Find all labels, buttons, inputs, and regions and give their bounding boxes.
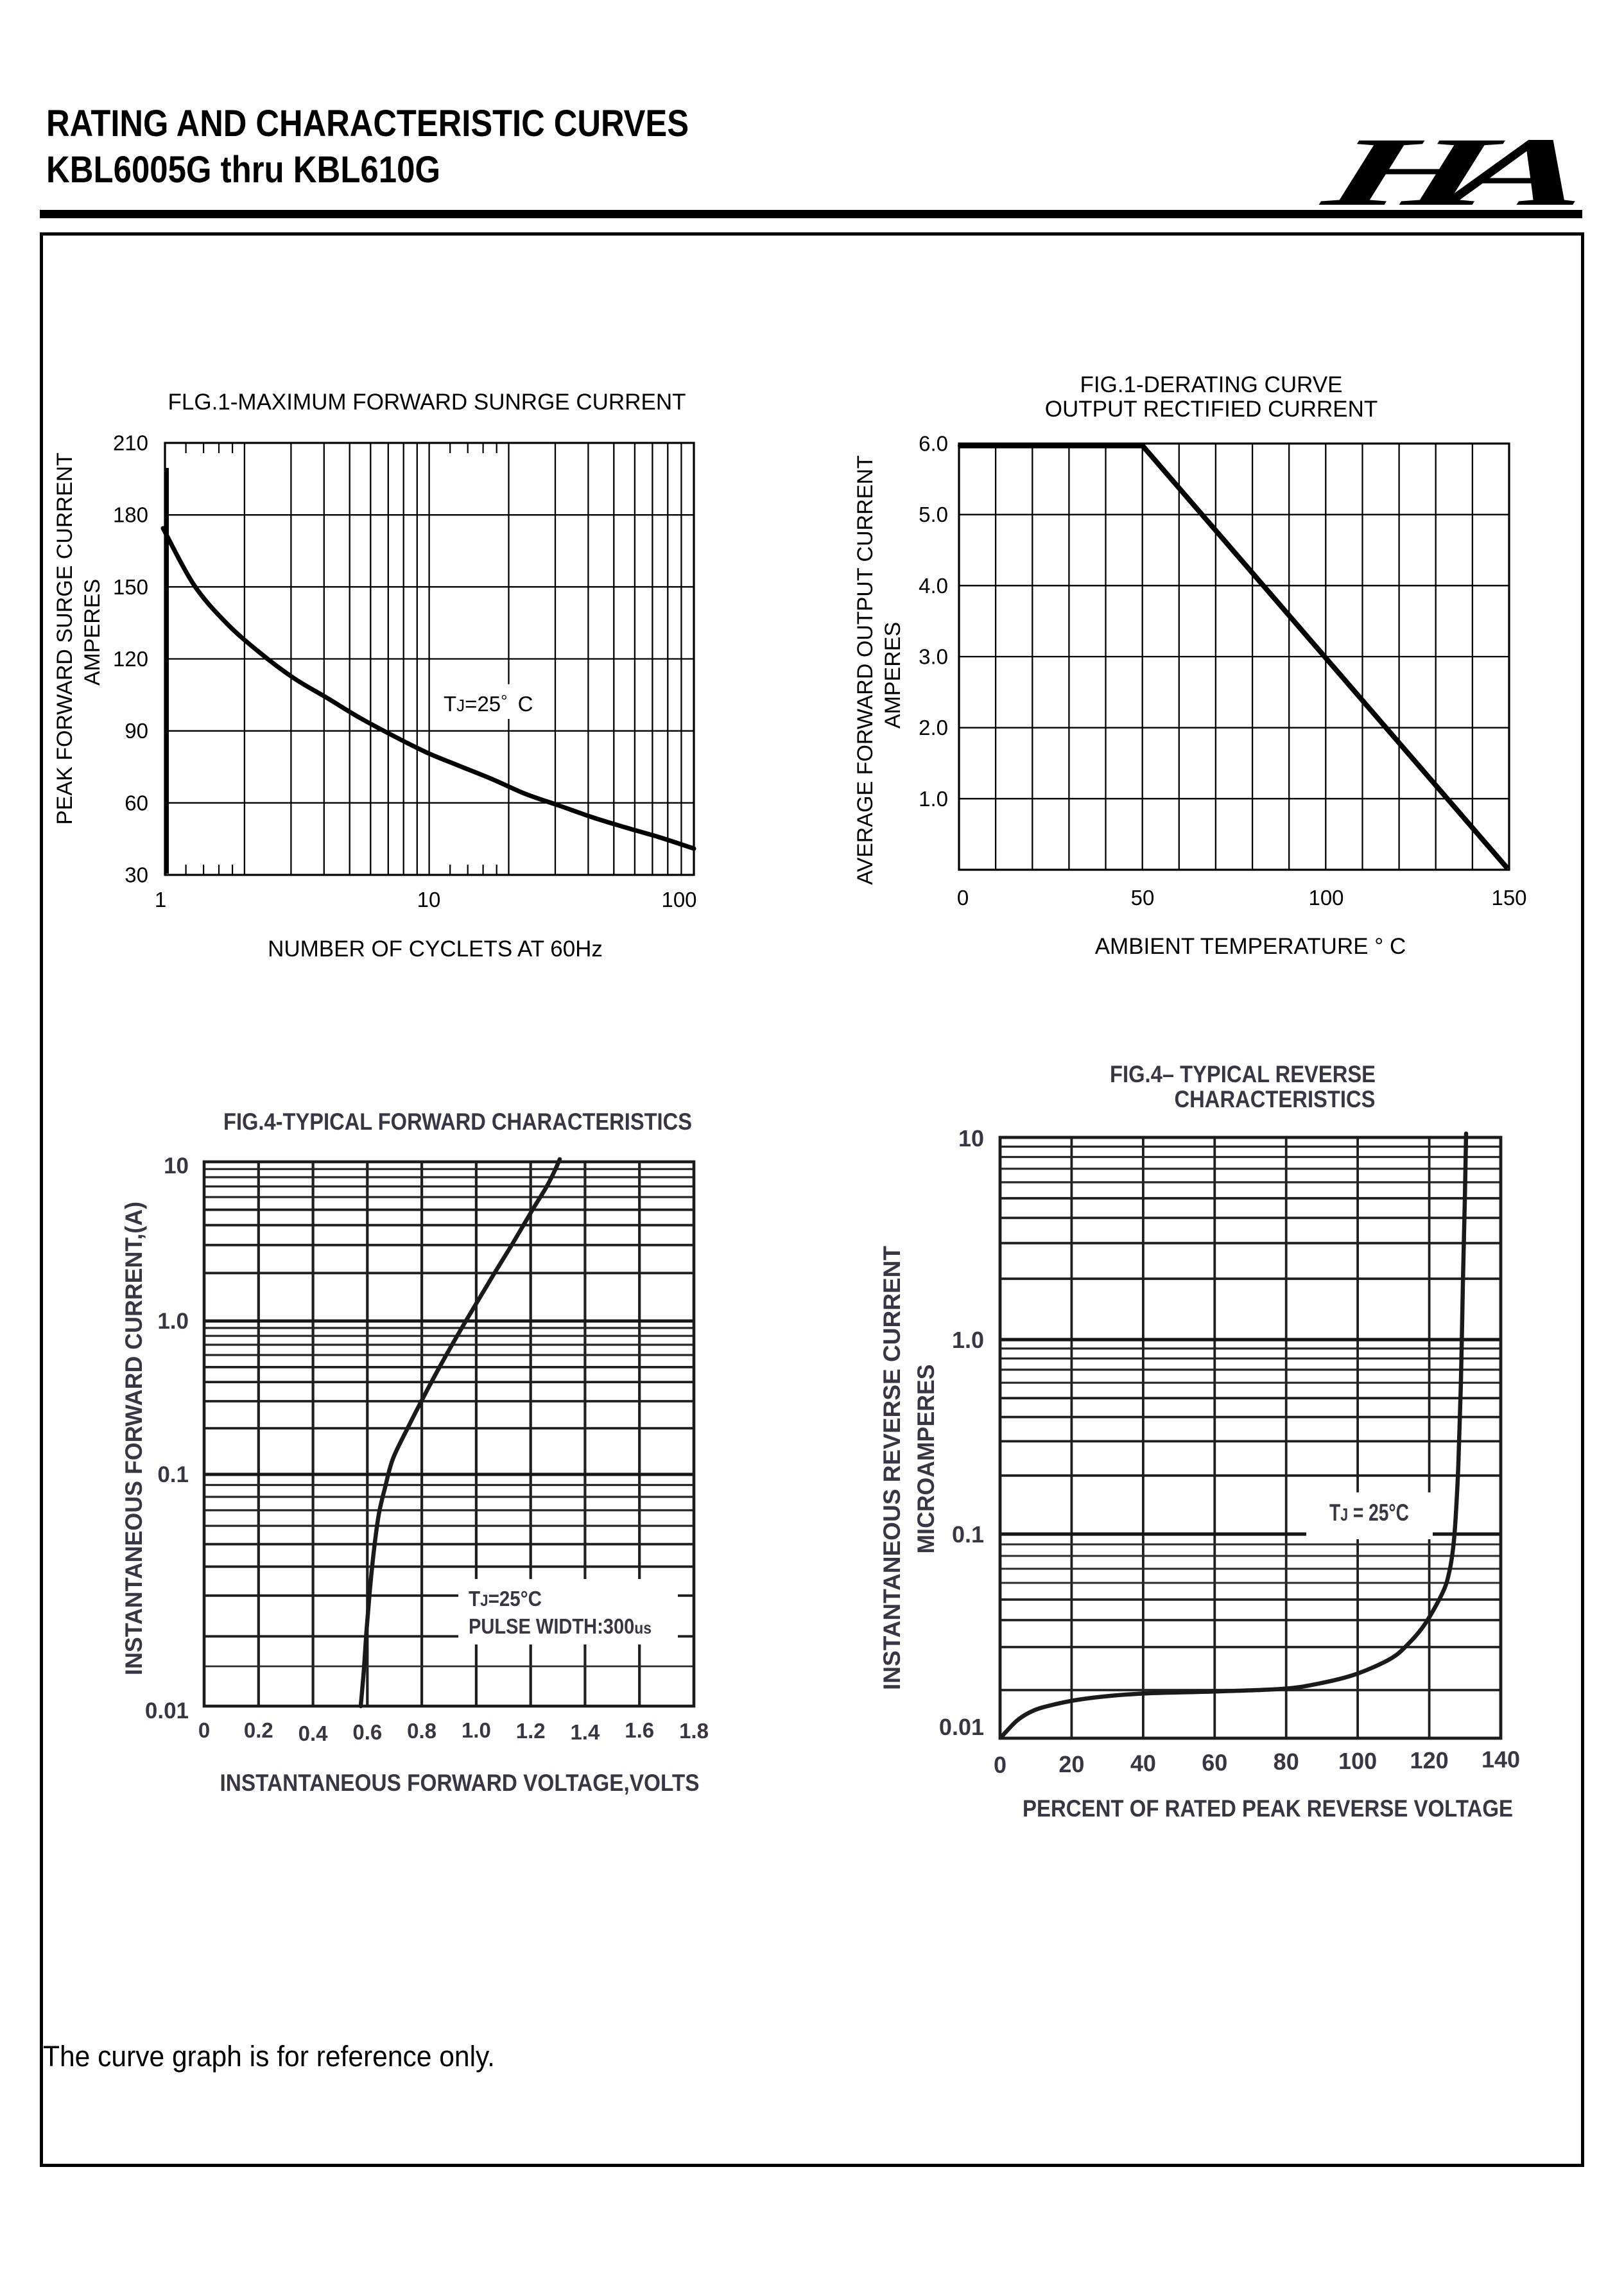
svg-text:FLG.1-MAXIMUM FORWARD SUNRGE C: FLG.1-MAXIMUM FORWARD SUNRGE CURRENT (168, 390, 686, 415)
svg-text:1.4: 1.4 (570, 1720, 600, 1744)
svg-text:60: 60 (1202, 1749, 1227, 1775)
svg-text:FIG.4– TYPICAL REVERSE: FIG.4– TYPICAL REVERSE (1110, 1061, 1376, 1087)
svg-text:90: 90 (125, 719, 148, 743)
svg-text:INSTANTANEOUS FORWARD CURRENT,: INSTANTANEOUS FORWARD CURRENT,(A) (121, 1202, 147, 1675)
svg-text:1.0: 1.0 (157, 1309, 189, 1334)
svg-text:180: 180 (113, 503, 148, 527)
svg-text:MICROAMPERES: MICROAMPERES (913, 1365, 939, 1554)
svg-text:1.0: 1.0 (952, 1327, 984, 1353)
svg-text:1: 1 (155, 888, 166, 911)
svg-text:RATING AND CHARACTERISTIC CURV: RATING AND CHARACTERISTIC CURVES (46, 103, 689, 144)
svg-text:NUMBER OF CYCLETS AT 60Hz: NUMBER OF CYCLETS AT 60Hz (268, 937, 603, 962)
svg-text:0.01: 0.01 (939, 1714, 984, 1740)
svg-text:100: 100 (661, 888, 696, 911)
svg-text:0: 0 (957, 886, 969, 910)
svg-text:AVERAGE FORWARD OUTPUT CURRENT: AVERAGE FORWARD OUTPUT CURRENT (853, 455, 877, 885)
svg-text:AMPERES: AMPERES (881, 622, 905, 729)
svg-text:1.0: 1.0 (462, 1718, 491, 1742)
svg-text:50: 50 (1131, 886, 1155, 910)
svg-text:5.0: 5.0 (919, 503, 948, 526)
svg-text:0.1: 0.1 (157, 1462, 189, 1487)
svg-text:CHARACTERISTICS: CHARACTERISTICS (1175, 1086, 1376, 1112)
svg-text:TJ=25°C: TJ=25°C (444, 691, 533, 716)
svg-text:PERCENT OF RATED PEAK REVERSE: PERCENT OF RATED PEAK REVERSE VOLTAGE (1023, 1795, 1513, 1822)
svg-text:100: 100 (1338, 1748, 1377, 1774)
svg-text:1.8: 1.8 (679, 1719, 709, 1743)
svg-text:20: 20 (1058, 1751, 1084, 1777)
svg-text:2.0: 2.0 (919, 716, 948, 739)
svg-text:TJ=25°C: TJ=25°C (469, 1587, 542, 1610)
svg-text:KBL6005G thru KBL610G: KBL6005G thru KBL610G (46, 149, 440, 191)
svg-text:10: 10 (417, 888, 441, 911)
svg-text:1.0: 1.0 (919, 787, 948, 811)
svg-text:6.0: 6.0 (919, 432, 948, 456)
svg-text:60: 60 (125, 791, 148, 815)
svg-text:1.2: 1.2 (516, 1719, 546, 1743)
svg-text:10: 10 (164, 1153, 189, 1178)
svg-text:0.01: 0.01 (145, 1698, 189, 1723)
svg-text:0.2: 0.2 (244, 1718, 273, 1742)
svg-text:100: 100 (1308, 886, 1343, 910)
svg-text:INSTANTANEOUS FORWARD VOLTAGE,: INSTANTANEOUS FORWARD VOLTAGE,VOLTS (220, 1770, 700, 1796)
svg-text:The curve graph is for referen: The curve graph is for reference only. (43, 2040, 495, 2073)
svg-text:OUTPUT RECTIFIED CURRENT: OUTPUT RECTIFIED CURRENT (1045, 397, 1378, 422)
svg-text:0: 0 (994, 1752, 1006, 1778)
svg-text:0.4: 0.4 (298, 1722, 329, 1745)
svg-text:10: 10 (958, 1125, 984, 1152)
svg-text:PULSE WIDTH:300us: PULSE WIDTH:300us (469, 1614, 652, 1638)
svg-text:120: 120 (1410, 1747, 1449, 1774)
svg-text:80: 80 (1274, 1748, 1299, 1775)
svg-text:0.6: 0.6 (352, 1720, 382, 1744)
svg-text:210: 210 (113, 431, 148, 455)
svg-text:PEAK FORWARD SURGE CURRENT: PEAK FORWARD SURGE CURRENT (53, 453, 77, 825)
svg-text:30: 30 (125, 863, 148, 887)
svg-text:AMPERES: AMPERES (80, 579, 105, 686)
svg-text:4.0: 4.0 (919, 574, 948, 598)
svg-text:0.1: 0.1 (952, 1521, 984, 1548)
svg-text:FIG.1-DERATING CURVE: FIG.1-DERATING CURVE (1080, 372, 1342, 397)
svg-text:FIG.4-TYPICAL FORWARD CHARACTE: FIG.4-TYPICAL FORWARD CHARACTERISTICS (223, 1109, 692, 1135)
svg-text:INSTANTANEOUS REVERSE CURRENT: INSTANTANEOUS REVERSE CURRENT (879, 1246, 905, 1690)
svg-text:AMBIENT TEMPERATURE ° C: AMBIENT TEMPERATURE ° C (1095, 934, 1406, 959)
svg-text:150: 150 (113, 575, 148, 599)
svg-text:0.8: 0.8 (407, 1719, 436, 1743)
svg-text:120: 120 (113, 647, 148, 671)
svg-text:0: 0 (198, 1718, 210, 1742)
svg-text:150: 150 (1491, 886, 1526, 910)
svg-text:140: 140 (1481, 1747, 1520, 1773)
svg-text:HA: HA (1312, 117, 1600, 227)
svg-text:3.0: 3.0 (919, 645, 948, 669)
svg-text:40: 40 (1130, 1750, 1156, 1777)
svg-text:1.6: 1.6 (625, 1718, 654, 1742)
